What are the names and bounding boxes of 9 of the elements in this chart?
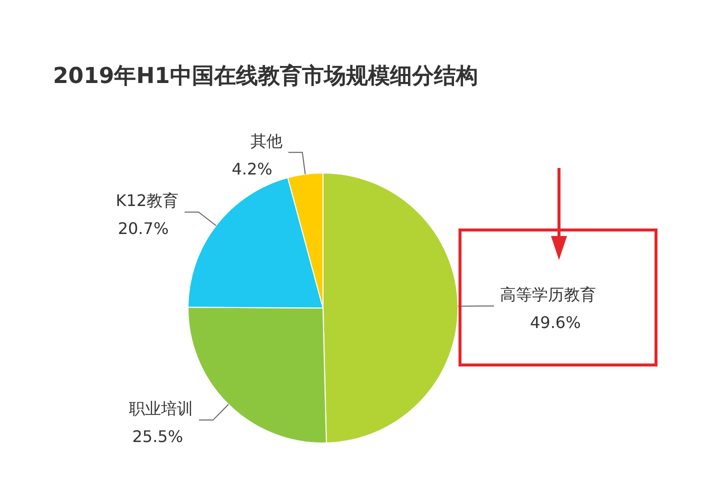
data-label: 49.6% (530, 313, 581, 332)
data-label: 20.7% (118, 219, 169, 238)
chart-title: 2019年H1中国在线教育市场规模细分结构 (53, 63, 478, 89)
slice-label: 高等学历教育 (500, 285, 596, 304)
slice-label: 其他 (250, 131, 282, 150)
slice-label: K12教育 (116, 191, 179, 210)
slice-label: 职业培训 (129, 399, 194, 418)
data-label: 4.2% (232, 159, 272, 178)
data-label: 25.5% (132, 427, 184, 446)
